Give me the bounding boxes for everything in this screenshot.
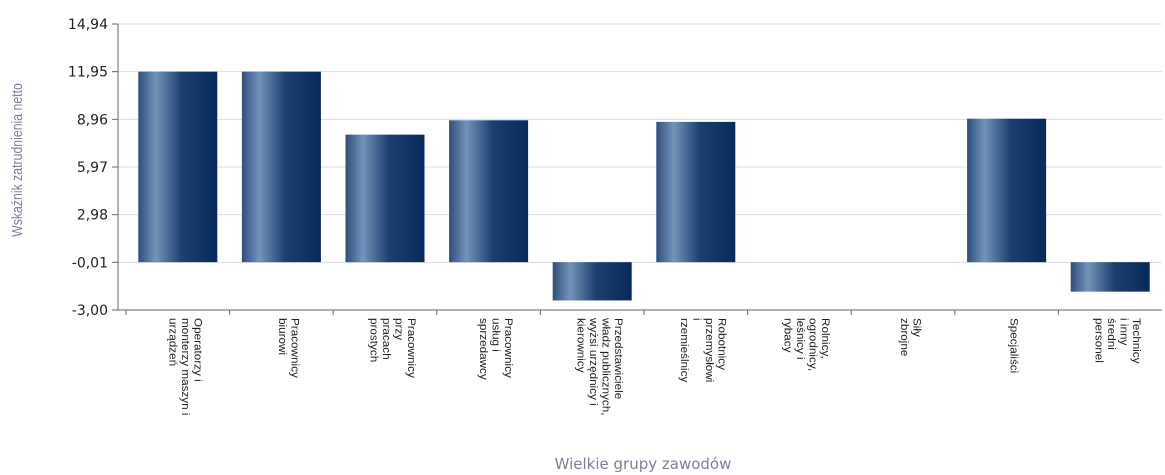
- x-tick-label-line: personel: [1093, 318, 1104, 363]
- x-tick-label-line: wyżsi urzędnicy i: [587, 317, 598, 406]
- bar: [241, 71, 321, 263]
- x-tick-label-line: Specjaliści: [1008, 318, 1019, 373]
- x-tick-label-line: władz publicznych,: [600, 317, 611, 416]
- x-tick-label-line: i: [691, 318, 702, 321]
- x-tick-label-line: prostych: [367, 318, 378, 362]
- x-tick-label-line: przemysłowi: [703, 318, 714, 382]
- y-tick-label: 5,97: [77, 160, 108, 176]
- y-tick-label: 11,95: [68, 65, 108, 81]
- y-tick-label: -0,01: [72, 255, 108, 271]
- bar: [967, 118, 1047, 263]
- x-tick-label-line: ogrodnicy,: [807, 318, 818, 371]
- bar: [449, 120, 529, 263]
- axes: [112, 23, 1162, 315]
- x-tick-label-line: Pracownicy: [502, 318, 513, 378]
- x-tick-label-line: zbrojne: [898, 318, 909, 356]
- bar: [552, 262, 632, 301]
- x-tick-label-line: leśnicy i: [794, 318, 805, 360]
- x-tick-label-line: Siły: [910, 318, 921, 337]
- x-tick-label-line: usług i: [490, 318, 501, 352]
- x-tick-label-line: kierownicy: [575, 318, 586, 373]
- y-tick-label: -3,00: [72, 303, 108, 319]
- x-tick-label-line: Technicy: [1130, 318, 1141, 364]
- y-tick-label: 2,98: [77, 208, 108, 224]
- x-tick-label: Specjaliści: [1008, 318, 1019, 373]
- x-tick-label-line: biurowi: [276, 318, 287, 355]
- x-tick-label-line: Przedstawiciele: [612, 318, 623, 399]
- x-tick-label-line: średni: [1105, 318, 1116, 350]
- bar: [345, 134, 425, 263]
- x-tick-label-line: Pracownicy: [405, 318, 416, 378]
- x-tick-label-line: urządzeń: [166, 318, 177, 366]
- x-tick-label-line: Operatorzy i: [191, 318, 202, 382]
- x-axis-title: Wielkie grupy zawodów: [555, 455, 732, 473]
- bar: [1070, 262, 1150, 292]
- x-tick-label-line: przy: [392, 318, 403, 341]
- y-tick-label: 8,96: [77, 112, 108, 128]
- y-axis-title: Wskaźnik zatrudnienia netto: [9, 83, 25, 237]
- bar: [656, 121, 736, 263]
- bar: [138, 71, 218, 263]
- x-tick-label-line: rzemieślnicy: [678, 318, 689, 383]
- bars: [138, 71, 1150, 301]
- x-tick-label-line: i inny: [1118, 318, 1129, 346]
- x-tick-label-line: Rolnicy,: [819, 318, 830, 359]
- y-tick-label: 14,94: [68, 17, 108, 33]
- x-tick-label-line: sprzedawcy: [477, 318, 488, 380]
- x-tick-label-line: rybacy: [782, 318, 793, 353]
- x-tick-label-line: Pracownicy: [289, 318, 300, 378]
- x-tick-label-line: pracach: [380, 318, 391, 360]
- x-tick-label-line: monterzy maszyn i: [179, 318, 190, 415]
- x-tick-label-line: Robotnicy: [716, 318, 727, 370]
- y-axis-ticks: 14,94 11,95 8,96 5,97 2,98 -0,01 -3,00: [68, 17, 108, 319]
